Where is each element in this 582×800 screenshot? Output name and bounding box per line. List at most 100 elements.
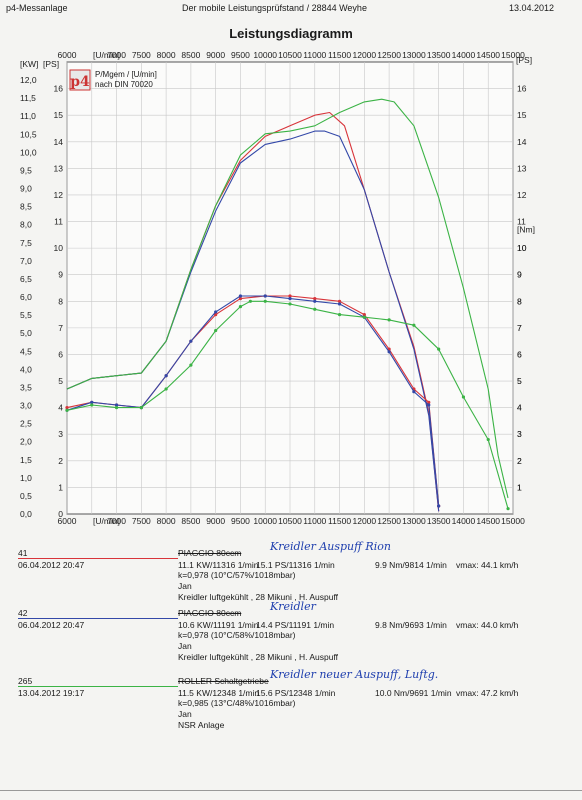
run-torque: 9.8 Nm/9693 1/min bbox=[375, 620, 447, 630]
data-point bbox=[65, 406, 69, 410]
x-tick-label-top: 8000 bbox=[157, 50, 176, 60]
kw-tick-label: 10,5 bbox=[20, 129, 37, 139]
run-model: PIAGGIO 80ccm bbox=[178, 608, 242, 618]
data-point bbox=[506, 507, 510, 511]
kw-tick-label: 2,5 bbox=[20, 419, 32, 429]
data-point bbox=[114, 403, 119, 407]
nm-tick-label: 4 bbox=[517, 403, 522, 413]
data-point bbox=[164, 387, 168, 391]
data-point bbox=[337, 312, 342, 317]
run-color-line bbox=[18, 618, 178, 619]
nm-axis-label: [Nm] bbox=[517, 225, 535, 235]
ps-tick-label-right: 12 bbox=[517, 190, 527, 200]
ps-tick-label-left: 4 bbox=[58, 403, 63, 413]
nm-tick-label: 3 bbox=[517, 429, 522, 439]
ps-tick-label-left: 10 bbox=[54, 243, 64, 253]
x-tick-label-bottom: 14000 bbox=[452, 516, 476, 526]
x-tick-label-top: 12000 bbox=[353, 50, 377, 60]
data-point bbox=[437, 347, 441, 351]
run-color-line bbox=[18, 558, 178, 559]
data-point bbox=[214, 312, 218, 317]
x-tick-label-top: 10500 bbox=[278, 50, 302, 60]
nm-tick-label: 7 bbox=[517, 323, 522, 333]
app-name: p4-Messanlage bbox=[6, 3, 68, 13]
x-tick-label-bottom: 11500 bbox=[328, 516, 351, 526]
run-vmax: vmax: 44.0 km/h bbox=[456, 620, 519, 630]
data-point bbox=[65, 408, 69, 412]
ps-tick-label-right: 11 bbox=[517, 217, 526, 227]
data-point bbox=[337, 299, 342, 303]
run-correction: k=0,985 (13°C/48%/1016mbar) bbox=[178, 698, 296, 708]
nm-tick-label: 2 bbox=[517, 456, 522, 466]
kw-tick-label: 5,5 bbox=[20, 310, 32, 320]
kw-tick-label: 3,5 bbox=[20, 382, 32, 392]
kw-tick-label: 0,0 bbox=[20, 509, 32, 519]
x-tick-label-top: 15000 bbox=[501, 50, 525, 60]
x-tick-label-top: 14000 bbox=[452, 50, 476, 60]
kw-tick-label: 6,0 bbox=[20, 292, 32, 302]
x-tick-label-top: 8500 bbox=[181, 50, 200, 60]
ps-tick-label-left: 7 bbox=[58, 323, 63, 333]
nm-tick-label: 8 bbox=[517, 296, 522, 306]
kw-tick-label: 3,0 bbox=[20, 401, 32, 411]
data-point bbox=[263, 299, 267, 303]
kw-tick-label: 7,0 bbox=[20, 256, 32, 266]
chart-axes: 6000600070007000750075008000800085008500… bbox=[20, 50, 535, 526]
data-point bbox=[461, 395, 466, 399]
run-power-ps: 14.4 PS/11191 1/min bbox=[256, 620, 335, 630]
run-power-kw: 11.5 KW/12348 1/min bbox=[178, 688, 260, 698]
x-tick-label-top: 7500 bbox=[132, 50, 151, 60]
x-tick-label-top: 13000 bbox=[402, 50, 426, 60]
chart-grid bbox=[66, 61, 514, 515]
ps-tick-label-left: 9 bbox=[58, 270, 63, 280]
ps-tick-label-right: 16 bbox=[517, 84, 527, 94]
kw-tick-label: 1,5 bbox=[20, 455, 32, 465]
run-id: 265 bbox=[18, 676, 33, 686]
data-point bbox=[90, 400, 94, 404]
ps-tick-label-right: 14 bbox=[517, 137, 527, 147]
x-tick-label-bottom: 10500 bbox=[278, 516, 302, 526]
run-vmax: vmax: 44.1 km/h bbox=[456, 560, 519, 570]
kw-tick-label: 7,5 bbox=[20, 238, 32, 248]
data-point bbox=[427, 403, 431, 407]
series-line bbox=[66, 300, 509, 509]
kw-tick-label: 0,5 bbox=[20, 491, 32, 501]
nm-tick-label: 9 bbox=[517, 270, 522, 280]
run-correction: k=0,978 (10°C/57%/1018mbar) bbox=[178, 570, 296, 580]
ps-tick-label-left: 2 bbox=[58, 456, 63, 466]
x-tick-label-bottom: 8500 bbox=[181, 516, 200, 526]
data-point bbox=[288, 302, 292, 306]
ps-tick-label-left: 13 bbox=[54, 163, 64, 173]
run-person: Jan bbox=[178, 581, 192, 591]
x-tick-label-bottom: 9000 bbox=[206, 516, 225, 526]
ps-axis-label-right: [PS] bbox=[516, 55, 532, 65]
data-point bbox=[238, 297, 243, 301]
run-date: 13.04.2012 19:17 bbox=[18, 688, 85, 698]
x-tick-label-bottom: 12500 bbox=[377, 516, 401, 526]
x-tick-label-top: 10000 bbox=[253, 50, 277, 60]
run-torque: 9.9 Nm/9814 1/min bbox=[375, 560, 447, 570]
p4-logo: p4 P/Mgem / [U/min] nach DIN 70020 bbox=[69, 69, 157, 91]
kw-tick-label: 11,5 bbox=[20, 93, 36, 103]
data-point bbox=[238, 294, 243, 298]
run-description: NSR Anlage bbox=[178, 720, 225, 730]
data-point bbox=[313, 297, 317, 301]
x-tick-label-top: 7000 bbox=[107, 50, 126, 60]
nm-tick-label: 6 bbox=[517, 349, 522, 359]
ps-tick-label-right: 1 bbox=[517, 482, 522, 492]
kw-tick-label: 2,0 bbox=[20, 437, 32, 447]
data-point bbox=[238, 305, 243, 309]
series-torque-265 bbox=[65, 299, 510, 511]
kw-tick-label: 8,5 bbox=[20, 202, 32, 212]
nm-tick-label: 10 bbox=[517, 243, 527, 253]
x-tick-label-bottom: 8000 bbox=[157, 516, 176, 526]
x-tick-label-bottom: 15000 bbox=[501, 516, 525, 526]
run-power-ps: 15.6 PS/12348 1/min bbox=[256, 688, 336, 698]
x-tick-label-bottom: 13500 bbox=[427, 516, 451, 526]
run-date: 06.04.2012 20:47 bbox=[18, 560, 85, 570]
run-model: ROLLER Schaltgetriebe bbox=[178, 676, 269, 686]
ps-tick-label-right: 10 bbox=[517, 243, 527, 253]
data-point bbox=[437, 504, 441, 508]
data-point bbox=[313, 299, 317, 303]
series-line bbox=[66, 98, 509, 499]
